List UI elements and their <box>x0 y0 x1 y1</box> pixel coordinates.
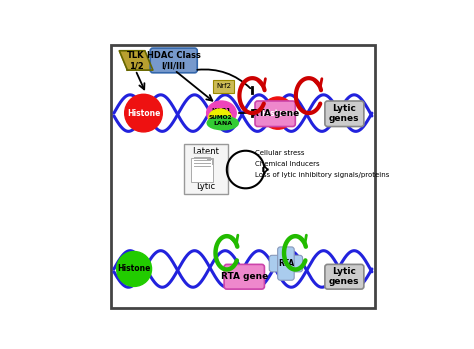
FancyBboxPatch shape <box>184 144 228 194</box>
Text: SUMO2: SUMO2 <box>208 115 232 120</box>
Ellipse shape <box>209 109 231 126</box>
FancyBboxPatch shape <box>255 101 295 127</box>
Text: RTA gene: RTA gene <box>252 109 299 118</box>
Text: Latent: Latent <box>192 147 219 156</box>
Text: KAP1: KAP1 <box>211 108 231 114</box>
Text: RTA: RTA <box>278 259 294 268</box>
FancyBboxPatch shape <box>150 48 197 73</box>
Text: Histone: Histone <box>118 265 151 274</box>
Circle shape <box>262 97 294 129</box>
FancyBboxPatch shape <box>325 101 364 127</box>
FancyBboxPatch shape <box>325 265 364 289</box>
Text: Nrf2: Nrf2 <box>216 83 231 89</box>
Ellipse shape <box>207 116 238 130</box>
Text: LANA: LANA <box>213 120 232 126</box>
FancyBboxPatch shape <box>224 265 264 289</box>
Text: Chemical Inducers: Chemical Inducers <box>255 161 319 167</box>
FancyBboxPatch shape <box>111 45 374 308</box>
FancyBboxPatch shape <box>191 158 213 183</box>
Text: Lytic
genes: Lytic genes <box>329 104 360 124</box>
Polygon shape <box>119 51 153 70</box>
Text: HDAC Class
I/II/III: HDAC Class I/II/III <box>147 51 201 70</box>
FancyBboxPatch shape <box>269 255 302 272</box>
Circle shape <box>117 252 152 287</box>
FancyBboxPatch shape <box>278 247 294 280</box>
Text: Lytic: Lytic <box>196 183 216 192</box>
Ellipse shape <box>207 101 236 125</box>
Text: Cellular stress: Cellular stress <box>255 150 304 156</box>
Circle shape <box>125 94 162 132</box>
Text: TLK
1/2: TLK 1/2 <box>128 51 145 70</box>
Text: Loss of lytic inhibitory signals/proteins: Loss of lytic inhibitory signals/protein… <box>255 172 390 178</box>
Text: Histone: Histone <box>127 109 160 118</box>
Text: Histone: Histone <box>261 109 294 118</box>
Text: Lytic
genes: Lytic genes <box>329 267 360 287</box>
FancyBboxPatch shape <box>213 80 234 93</box>
Text: RTA gene: RTA gene <box>220 272 268 281</box>
